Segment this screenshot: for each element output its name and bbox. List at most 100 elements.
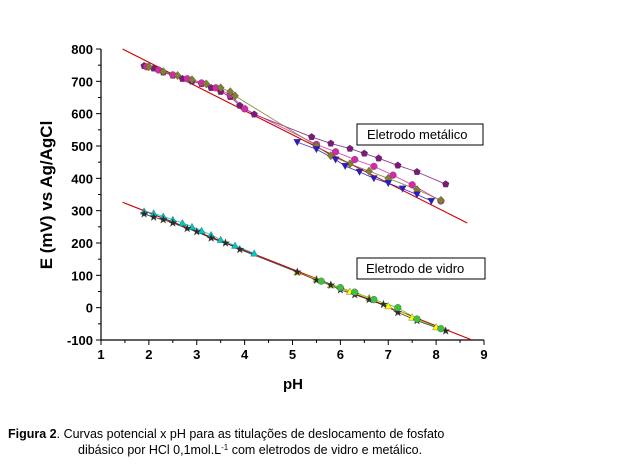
data-point (231, 241, 239, 249)
figure-caption: Figura 2. Curvas potencial x pH para as … (8, 426, 528, 458)
data-point (178, 219, 187, 226)
data-point (158, 215, 168, 224)
annotation-vidro: Eletrodo de vidro (356, 257, 486, 280)
data-point (312, 146, 321, 154)
x-tick-label: 2 (145, 347, 152, 362)
y-tick-label: 800 (71, 42, 93, 57)
x-tick-label: 3 (193, 347, 200, 362)
data-point (370, 175, 378, 183)
data-point (384, 302, 393, 310)
x-tick-label: 7 (385, 347, 392, 362)
x-tick-label: 1 (97, 347, 104, 362)
caption-line2: dibásico por HCl 0,1mol.L-1 com eletrodo… (8, 442, 528, 458)
annotation-metalico: Eletrodo metálico (356, 123, 484, 146)
data-point (413, 315, 421, 323)
data-point (188, 222, 196, 230)
data-point (437, 195, 445, 205)
y-ticks: -100 0 100 200 300 400 500 600 700 800 (67, 42, 101, 348)
caption-line2-end: com eletrodos de vidro e metálico. (228, 443, 423, 457)
caption-label: Figura 2 (8, 427, 57, 441)
data-point (250, 249, 259, 257)
data-point (206, 233, 216, 242)
data-point (379, 299, 388, 309)
y-tick-label: 700 (71, 74, 93, 89)
annotation-text: Eletrodo metálico (367, 127, 467, 142)
data-point (346, 144, 354, 152)
x-ticks: 1 2 3 4 5 6 7 8 9 (97, 340, 488, 362)
data-point (182, 223, 192, 233)
series-lines (143, 65, 446, 332)
data-point (413, 168, 421, 175)
data-point (173, 71, 182, 80)
caption-line1: . Curvas potencial x pH para as titulaçõ… (56, 427, 445, 441)
data-point (332, 148, 340, 156)
data-point (327, 151, 335, 161)
data-point (216, 235, 225, 243)
y-tick-label: -100 (67, 333, 93, 348)
y-tick-label: 600 (71, 107, 93, 122)
data-point (413, 191, 421, 199)
data-point (235, 244, 245, 254)
data-point (317, 277, 325, 285)
plot-area (100, 49, 484, 341)
data-point (384, 180, 393, 188)
data-point (221, 238, 230, 247)
caption-line2-start: dibásico por HCl 0,1mol.L (78, 443, 222, 457)
data-point (216, 83, 225, 93)
data-point (168, 218, 178, 227)
data-point (355, 168, 364, 176)
data-point (241, 105, 249, 113)
data-point (394, 304, 402, 312)
annotation-box (356, 257, 486, 280)
data-point (292, 267, 302, 276)
data-point (202, 79, 211, 89)
data-point (226, 87, 235, 97)
data-point (394, 161, 402, 169)
data-point (437, 325, 445, 333)
data-point (370, 296, 378, 304)
data-point (365, 166, 373, 176)
data-point (393, 307, 403, 317)
series-line-3 (297, 141, 432, 202)
data-point (308, 133, 316, 141)
x-tick-label: 9 (480, 347, 487, 362)
data-point (370, 162, 378, 170)
data-point (351, 156, 359, 164)
data-point (188, 75, 196, 85)
y-tick-label: 400 (71, 171, 93, 186)
data-point (336, 284, 344, 292)
data-point (427, 197, 436, 205)
annotation-text: Eletrodo de vidro (366, 261, 464, 276)
data-point (139, 209, 149, 218)
data-point (149, 212, 159, 221)
data-point (331, 156, 340, 164)
x-axis-label: pH (283, 376, 303, 393)
data-point (351, 288, 359, 296)
y-tick-label: 100 (71, 268, 93, 283)
x-tick-label: 6 (337, 347, 344, 362)
fit-lines (122, 48, 473, 341)
data-point (389, 171, 397, 179)
y-tick-label: 300 (71, 204, 93, 219)
data-point (346, 159, 354, 169)
x-tick-label: 8 (433, 347, 440, 362)
data-point (250, 110, 258, 118)
data-point (341, 163, 350, 170)
data-point (375, 154, 383, 162)
data-point (293, 139, 302, 147)
data-point (236, 101, 244, 109)
data-point (360, 149, 368, 157)
y-tick-label: 200 (71, 236, 93, 251)
y-axis-label: E (mV) vs Ag/AgCl (37, 121, 56, 270)
data-point (192, 227, 202, 236)
y-tick-label: 0 (86, 301, 93, 316)
x-tick-label: 4 (241, 347, 249, 362)
data-point (408, 181, 416, 189)
series-markers (139, 62, 451, 335)
caption-sup: -1 (221, 443, 229, 452)
data-point (231, 91, 239, 101)
data-point (159, 67, 168, 77)
data-point (145, 62, 153, 72)
data-point (327, 139, 335, 147)
